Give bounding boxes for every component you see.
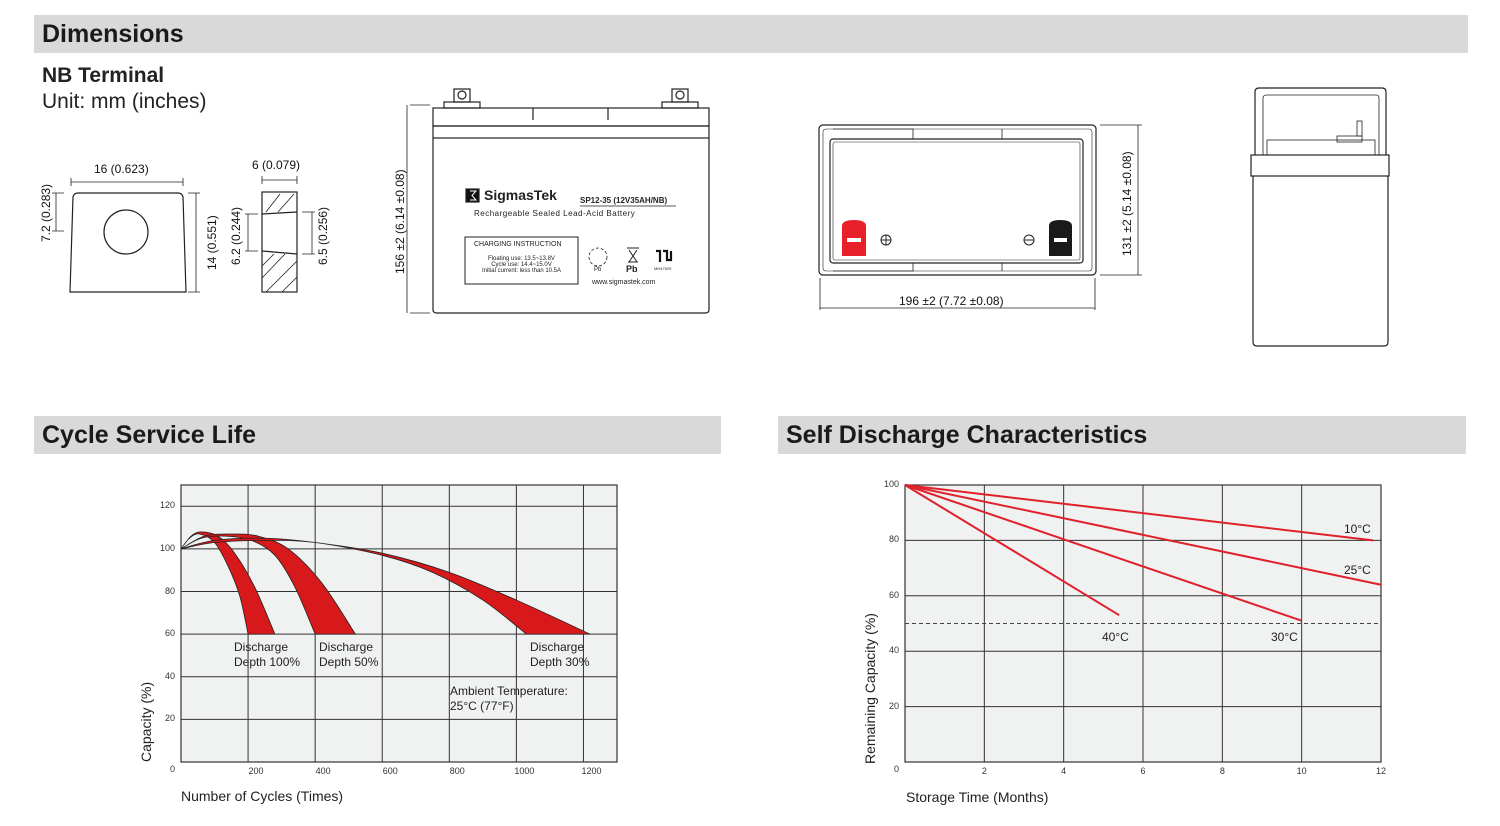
cycle-band-1 — [180, 533, 357, 635]
bin-pb-label: Pb — [626, 264, 638, 274]
y-tick-label: 120 — [159, 500, 175, 511]
y-tick-label: 60 — [164, 628, 175, 639]
cycle-band-0 — [180, 531, 276, 635]
terminal-front-drawing — [69, 192, 187, 293]
y-tick-label: 100 — [159, 542, 175, 553]
unit-label: Unit: mm (inches) — [42, 90, 207, 113]
section-title: Cycle Service Life — [42, 421, 257, 449]
cycle-x-axis-label: Number of Cycles (Times) — [181, 788, 344, 804]
annotation-depth-50: Discharge Depth 50% — [319, 640, 379, 669]
x-tick-label: 10 — [1296, 766, 1307, 776]
terminal-width-label: 16 (0.623) — [94, 162, 149, 176]
x-tick-label: 200 — [248, 766, 264, 776]
series-label-40c: 40°C — [1102, 630, 1129, 644]
charging-instructions: Floating use: 13.5~13.8V Cycle use: 14.4… — [465, 256, 578, 274]
x-tick-label: 2 — [981, 766, 987, 776]
cycle-life-header: Cycle Service Life — [34, 416, 721, 454]
terminal-title: NB Terminal — [42, 64, 165, 87]
floating-use: Floating use: 13.5~13.8V — [488, 256, 555, 262]
y-tick-label: 20 — [888, 700, 899, 711]
x-tick-label: 4 — [1061, 766, 1067, 776]
y-tick-label: 0 — [893, 764, 899, 774]
terminal-thickness-label: 6 (0.079) — [252, 158, 301, 172]
series-line-3 — [904, 484, 1120, 617]
sd-y-axis-label: Remaining Capacity (%) — [862, 613, 878, 764]
y-tick-label: 40 — [164, 670, 175, 681]
terminal-side-drawing — [261, 191, 298, 293]
series-line-0 — [904, 484, 1374, 542]
y-tick-label: 0 — [169, 764, 175, 774]
annotation-depth-100: Discharge Depth 100% — [234, 640, 301, 669]
x-tick-label: 1000 — [514, 766, 535, 776]
x-tick-label: 400 — [315, 766, 331, 776]
y-tick-label: 40 — [888, 645, 899, 656]
brand-name: SigmasTek — [484, 187, 557, 203]
cycle-band-2 — [180, 537, 591, 635]
website: www.sigmastek.com — [592, 279, 656, 286]
battery-top-drawing — [818, 124, 1142, 310]
battery-subtitle: Rechargeable Sealed Lead-Acid Battery — [474, 209, 636, 218]
battery-front-drawing — [406, 88, 710, 314]
x-tick-label: 800 — [449, 766, 465, 776]
cycle-y-axis-label: Capacity (%) — [138, 681, 154, 762]
y-tick-label: 20 — [164, 713, 175, 724]
x-tick-label: 6 — [1140, 766, 1146, 776]
initial-current: Initial current: less than 10.5A — [481, 268, 562, 274]
charging-title: CHARGING INSTRUCTION — [474, 241, 562, 248]
sd-x-axis-label: Storage Time (Months) — [906, 789, 1049, 805]
terminal-hole — [103, 209, 149, 255]
battery-side-drawing — [1250, 87, 1390, 347]
recycle-pb-label: Pb — [594, 267, 602, 273]
y-tick-label: 100 — [883, 479, 899, 489]
series-label-25c: 25°C — [1344, 563, 1371, 577]
ul-code: MH47929 — [654, 266, 672, 271]
series-label-10c: 10°C — [1344, 522, 1371, 536]
battery-length-label: 196 ±2 (7.72 ±0.08) — [899, 294, 1004, 308]
dimensions-header: Dimensions — [34, 15, 1468, 53]
section-title: Dimensions — [42, 20, 184, 48]
annotation-depth-30: Discharge Depth 30% — [530, 640, 590, 669]
y-tick-label: 80 — [888, 534, 899, 545]
x-tick-label: 1200 — [581, 766, 602, 776]
cycle-use: Cycle use: 14.4~15.0V — [491, 262, 552, 268]
x-tick-label: 12 — [1375, 766, 1387, 776]
series-line-2 — [904, 484, 1302, 622]
annotation-ambient: Ambient Temperature: 25°C (77°F) — [450, 684, 568, 713]
model-number: SP12-35 (12V35AH/NB) — [580, 196, 668, 205]
x-tick-label: 600 — [382, 766, 398, 776]
y-tick-label: 60 — [888, 589, 899, 600]
x-tick-label: 8 — [1219, 766, 1225, 776]
series-label-30c: 30°C — [1271, 630, 1298, 644]
y-tick-label: 80 — [164, 585, 175, 596]
self-discharge-header: Self Discharge Characteristics — [778, 416, 1466, 454]
section-title: Self Discharge Characteristics — [786, 421, 1148, 449]
series-line-1 — [904, 484, 1382, 586]
